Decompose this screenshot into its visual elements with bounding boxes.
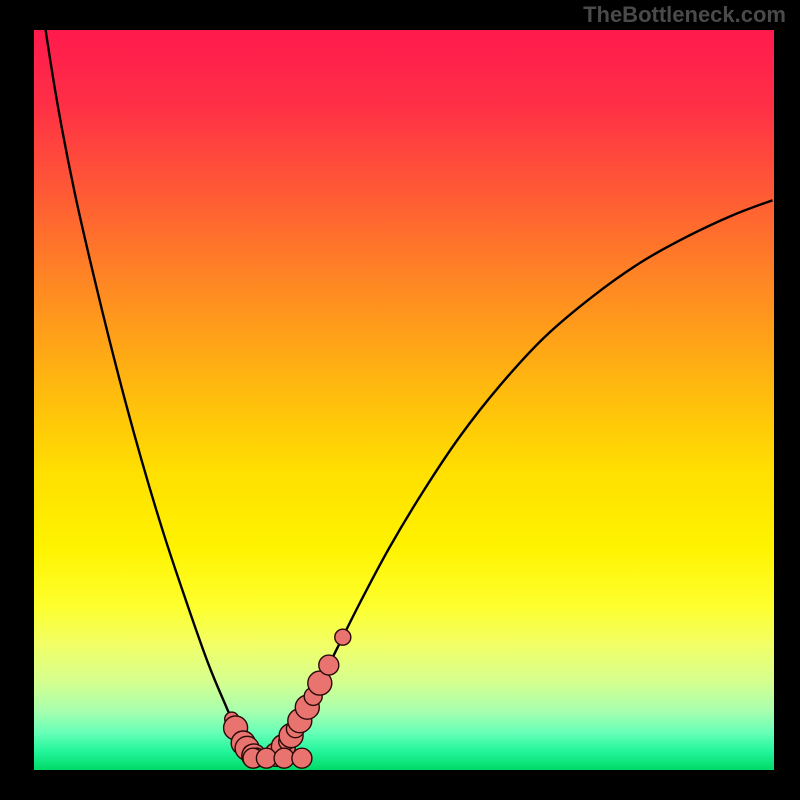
watermark-text: TheBottleneck.com — [583, 2, 786, 28]
marker-dot — [274, 748, 294, 768]
marker-dot — [319, 655, 339, 675]
gradient-background — [34, 30, 774, 770]
bottleneck-chart — [0, 0, 800, 800]
marker-dot — [256, 748, 276, 768]
marker-dot — [292, 748, 312, 768]
chart-frame: TheBottleneck.com — [0, 0, 800, 800]
marker-dot — [335, 629, 351, 645]
